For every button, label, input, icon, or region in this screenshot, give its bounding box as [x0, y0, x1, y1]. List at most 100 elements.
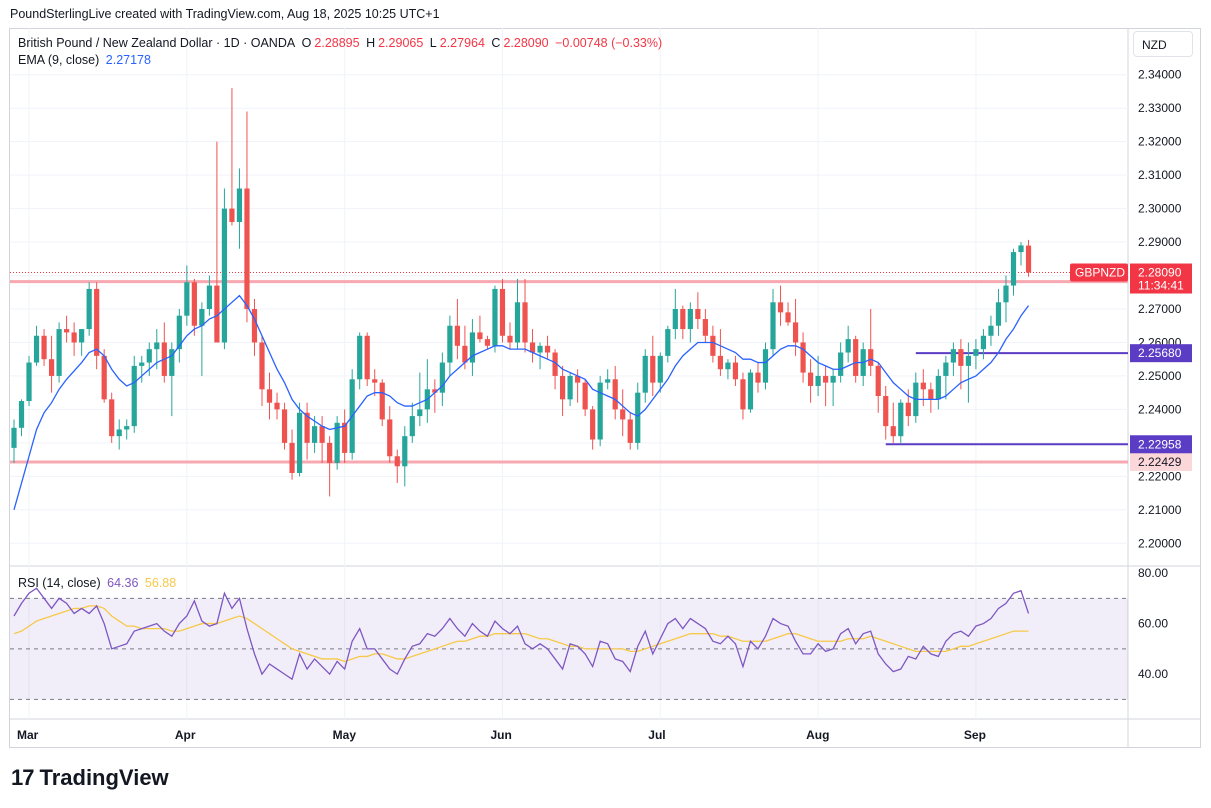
candle-body	[672, 309, 678, 330]
candle-body	[364, 335, 370, 380]
candle-body	[71, 332, 77, 343]
candle-body	[124, 426, 130, 430]
candle-body	[740, 379, 746, 410]
candle-body	[898, 402, 904, 437]
candle-body	[94, 288, 100, 356]
candle-body	[845, 339, 851, 353]
candle-body	[943, 362, 949, 376]
candle-body	[823, 375, 829, 383]
candle-body	[432, 389, 438, 393]
candle-body	[830, 375, 836, 383]
candle-body	[777, 302, 784, 313]
candle-body	[770, 302, 776, 350]
candle-body	[732, 362, 739, 380]
candle-body	[650, 355, 656, 383]
candle-body	[529, 342, 536, 353]
candle-body	[559, 375, 566, 400]
candle-body	[965, 355, 972, 366]
candle-body	[988, 325, 994, 336]
candle-body	[214, 285, 220, 343]
price-tick-label: 2.29000	[1138, 235, 1182, 249]
currency-selector[interactable]: NZD	[1133, 31, 1193, 57]
candle-body	[702, 319, 708, 336]
candle-body	[469, 332, 476, 363]
candle-body	[357, 335, 363, 380]
close-label: C	[491, 36, 501, 50]
change-value: −0.00748 (−0.33%)	[555, 36, 663, 50]
time-tick-label: Jun	[490, 728, 511, 742]
rsi-tick-label: 40.00	[1138, 667, 1168, 681]
candle-body	[334, 422, 340, 463]
candle-body	[79, 329, 85, 343]
time-tick-label: Apr	[175, 728, 196, 742]
symbol-legend: British Pound / New Zealand Dollar · 1D …	[18, 36, 665, 50]
candle-body	[590, 409, 596, 440]
time-tick-label: Aug	[806, 728, 829, 742]
candle-body	[853, 339, 859, 376]
candle-body	[665, 329, 671, 356]
level-price-tag	[1130, 435, 1192, 454]
candle-body	[289, 442, 295, 473]
close-value: 2.28090	[503, 36, 549, 50]
candle-body	[18, 401, 25, 428]
price-tick-label: 2.33000	[1138, 101, 1182, 115]
candle-body	[236, 188, 243, 222]
candle-body	[116, 429, 122, 437]
candle-body	[905, 402, 911, 417]
candle-body	[454, 325, 460, 346]
candle-body	[747, 372, 754, 410]
candle-body	[792, 322, 799, 343]
candle-body	[154, 342, 160, 350]
candle-body	[462, 345, 468, 363]
rsi-line	[13, 587, 1030, 681]
candle-body	[710, 335, 716, 356]
price-tick-label: 2.22000	[1138, 469, 1182, 483]
rsi-label: RSI (14, close)	[18, 576, 101, 590]
chart-frame	[9, 28, 1201, 748]
candle-body	[26, 362, 32, 402]
candle-body	[109, 399, 115, 437]
candle-body	[221, 208, 228, 343]
candle-body	[815, 375, 821, 386]
candle-body	[131, 365, 137, 427]
candle-body	[199, 309, 205, 326]
candle-body	[86, 288, 92, 330]
symbol-title: British Pound / New Zealand Dollar · 1D …	[18, 36, 296, 50]
candle-body	[980, 335, 987, 350]
open-label: O	[301, 36, 312, 50]
candle-body	[1025, 245, 1032, 273]
candle-body	[522, 302, 528, 343]
candle-body	[101, 355, 107, 400]
candle-body	[259, 342, 265, 390]
candle-body	[48, 359, 55, 376]
candle-body	[627, 419, 633, 443]
level-price-tag	[1130, 344, 1192, 363]
price-tick-label: 2.30000	[1138, 202, 1182, 216]
rsi-tick-label: 80.00	[1138, 566, 1168, 580]
candle-body	[973, 349, 979, 356]
candle-body	[244, 188, 250, 309]
candle-body	[567, 375, 573, 400]
candle-body	[597, 382, 603, 440]
candle-body	[725, 362, 731, 370]
candle-body	[304, 412, 310, 443]
candle-body	[372, 379, 378, 383]
candle-body	[1010, 252, 1017, 286]
candle-body	[41, 335, 47, 360]
high-value: 2.29065	[378, 36, 424, 50]
time-tick-label: Sep	[964, 728, 986, 742]
candle-body	[507, 335, 513, 343]
candle-body	[56, 329, 62, 376]
candle-body	[687, 309, 693, 330]
candle-body	[928, 389, 934, 400]
candle-body	[620, 409, 626, 420]
candle-body	[327, 442, 333, 463]
candle-body	[657, 355, 663, 383]
candle-body	[191, 282, 197, 326]
candle-body	[807, 372, 814, 386]
chart-header-credit: PoundSterlingLive created with TradingVi…	[10, 7, 440, 21]
ema-label: EMA (9, close)	[18, 53, 100, 67]
rsi-value: 64.36	[107, 576, 139, 590]
candle-body	[755, 372, 761, 383]
